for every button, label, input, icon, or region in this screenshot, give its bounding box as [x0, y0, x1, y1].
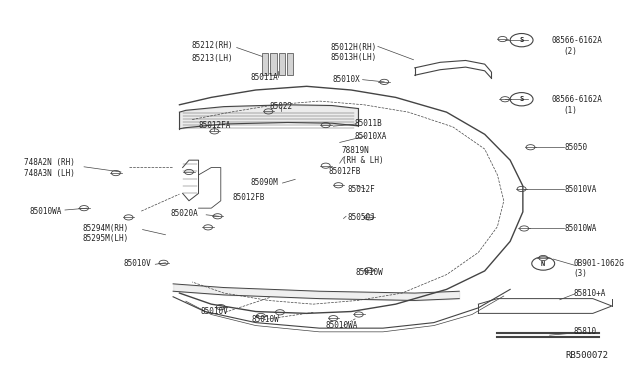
Text: 85010W: 85010W	[355, 268, 383, 277]
Text: 85810: 85810	[573, 327, 597, 336]
Text: 85011B: 85011B	[355, 119, 382, 128]
Text: 85010W: 85010W	[252, 315, 279, 324]
Text: 85213(LH): 85213(LH)	[192, 54, 234, 63]
Text: 85810+A: 85810+A	[573, 289, 606, 298]
Text: (RH & LH): (RH & LH)	[342, 156, 383, 166]
Text: (2): (2)	[563, 47, 577, 56]
Text: 08566-6162A: 08566-6162A	[552, 95, 602, 104]
Text: 748A2N (RH): 748A2N (RH)	[24, 157, 74, 167]
Text: 85022: 85022	[269, 102, 292, 111]
Text: 85050J: 85050J	[348, 213, 376, 222]
Text: 85212(RH): 85212(RH)	[192, 41, 234, 50]
Text: 85010VA: 85010VA	[564, 185, 596, 194]
Text: RB500072: RB500072	[566, 350, 609, 360]
Text: 85010X: 85010X	[333, 75, 361, 84]
Text: N: N	[541, 260, 545, 266]
FancyBboxPatch shape	[262, 53, 269, 75]
Text: 85012FB: 85012FB	[233, 193, 266, 202]
Text: S: S	[520, 96, 524, 102]
Text: 0B901-1062G: 0B901-1062G	[573, 259, 625, 268]
Text: 85010XA: 85010XA	[355, 132, 387, 141]
Text: 85295M(LH): 85295M(LH)	[83, 234, 129, 243]
Text: (1): (1)	[563, 106, 577, 115]
Text: 85090M: 85090M	[250, 178, 278, 187]
Text: 748A3N (LH): 748A3N (LH)	[24, 169, 74, 177]
Text: 85010WA: 85010WA	[564, 224, 596, 233]
Text: 85010V: 85010V	[200, 307, 228, 316]
Text: 85013H(LH): 85013H(LH)	[330, 53, 376, 62]
Text: 85012H(RH): 85012H(RH)	[330, 43, 376, 52]
Text: 78819N: 78819N	[342, 147, 369, 155]
FancyBboxPatch shape	[278, 53, 285, 75]
FancyBboxPatch shape	[270, 53, 276, 75]
Text: (3): (3)	[573, 269, 588, 278]
Text: 85050: 85050	[564, 143, 588, 152]
Text: 85012F: 85012F	[348, 185, 376, 194]
Text: 85020A: 85020A	[171, 209, 198, 218]
Text: 85012FA: 85012FA	[198, 121, 230, 129]
Text: 85010V: 85010V	[123, 259, 151, 268]
Text: 85010WA: 85010WA	[29, 207, 62, 217]
Text: 08566-6162A: 08566-6162A	[552, 36, 602, 45]
Text: 85011A: 85011A	[250, 73, 278, 81]
FancyBboxPatch shape	[287, 53, 293, 75]
Text: S: S	[520, 37, 524, 43]
Text: 85294M(RH): 85294M(RH)	[83, 224, 129, 233]
Text: 85012FB: 85012FB	[329, 167, 361, 176]
Text: 85010WA: 85010WA	[325, 321, 358, 330]
